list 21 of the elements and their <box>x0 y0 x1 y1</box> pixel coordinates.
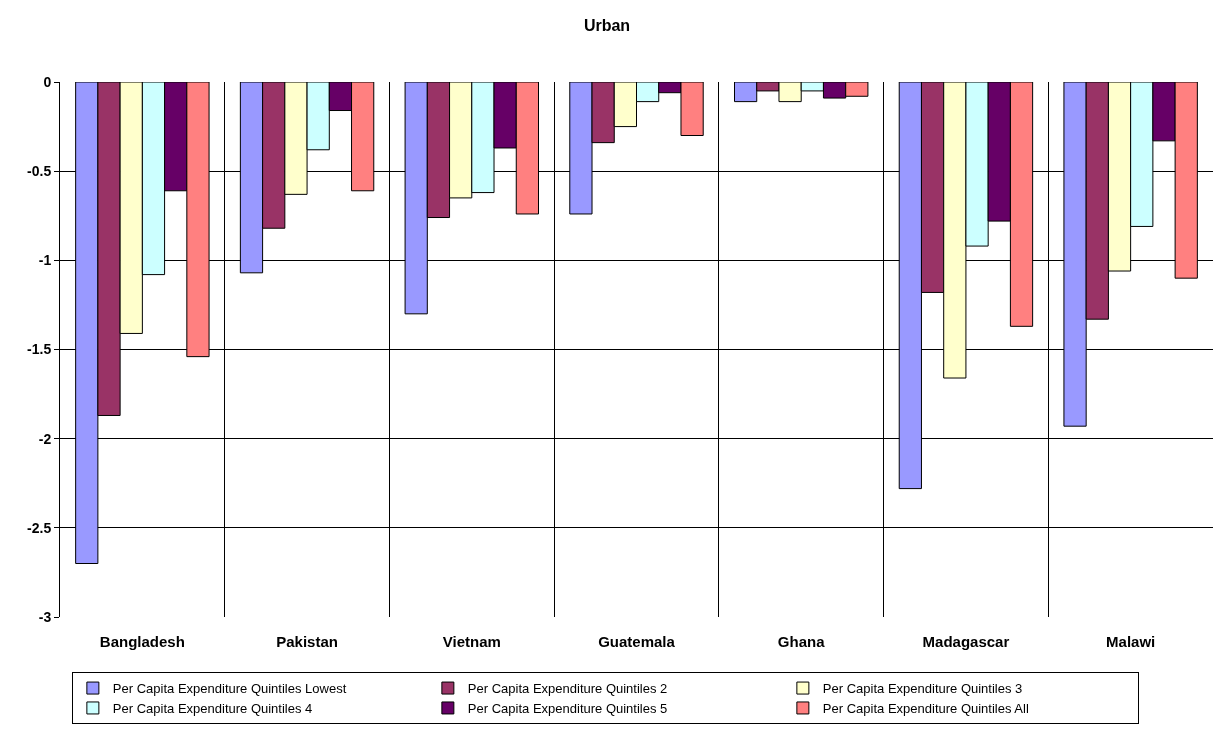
x-tick-label: Guatemala <box>598 633 676 650</box>
y-tick-label: -1 <box>38 252 52 269</box>
legend-label: Per Capita Expenditure Quintiles 2 <box>467 681 668 697</box>
legend-label: Per Capita Expenditure Quintiles 3 <box>822 681 1023 697</box>
x-tick-label: Vietnam <box>442 633 501 650</box>
y-tick-label: -0.5 <box>27 163 52 180</box>
legend-label: Per Capita Expenditure Quintiles 5 <box>467 701 668 717</box>
y-tick-label: -3 <box>38 608 52 625</box>
legend-label: Per Capita Expenditure Quintiles Lowest <box>112 681 347 697</box>
legend-label: Per Capita Expenditure Quintiles 4 <box>112 701 313 717</box>
y-tick-label: -2 <box>38 430 52 447</box>
legend-label: Per Capita Expenditure Quintiles All <box>822 701 1029 717</box>
y-tick-label: -1.5 <box>27 341 52 358</box>
x-tick-label: Bangladesh <box>99 633 185 650</box>
x-tick-label: Pakistan <box>276 633 338 650</box>
y-tick-label: -2.5 <box>27 519 52 536</box>
x-tick-label: Madagascar <box>922 633 1010 650</box>
x-tick-label: Malawi <box>1106 633 1156 650</box>
x-tick-label: Ghana <box>777 633 826 650</box>
y-tick-label: 0 <box>43 73 52 90</box>
chart-title: Urban <box>583 16 631 34</box>
